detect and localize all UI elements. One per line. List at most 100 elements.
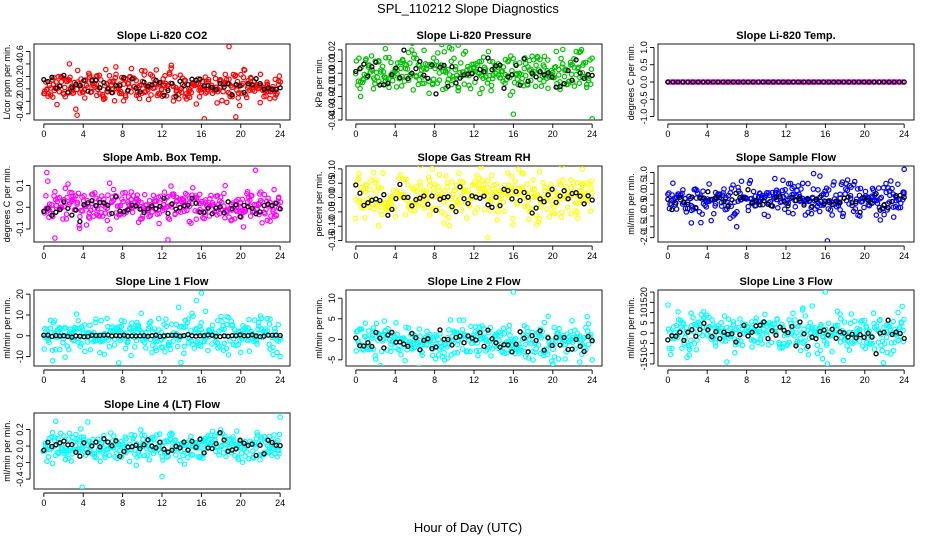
- summary-point: [365, 73, 371, 79]
- data-point: [60, 433, 67, 439]
- x-tick-label: 4: [705, 129, 710, 139]
- summary-point: [389, 329, 395, 335]
- data-point: [225, 352, 232, 358]
- data-point: [847, 195, 854, 202]
- data-point: [875, 185, 882, 191]
- data-point: [425, 174, 432, 180]
- data-point: [153, 338, 160, 345]
- data-point: [66, 346, 72, 353]
- data-point: [189, 452, 196, 458]
- y-axis-label: ml/min per min.: [626, 297, 636, 359]
- data-point: [688, 310, 694, 317]
- summary-point: [477, 66, 483, 73]
- data-point: [745, 207, 752, 214]
- summary-point: [153, 77, 159, 84]
- y-tick-label: 0.0: [15, 440, 25, 453]
- data-point: [444, 179, 451, 186]
- data-point: [55, 73, 62, 80]
- summary-point: [185, 202, 191, 208]
- data-point: [759, 341, 765, 347]
- data-point: [144, 452, 151, 458]
- data-point: [693, 346, 700, 353]
- data-point: [588, 66, 595, 73]
- outlier-point: [822, 290, 829, 295]
- data-point: [829, 212, 836, 218]
- y-tick-label: 0.10: [327, 160, 337, 178]
- data-point: [244, 188, 251, 195]
- data-point: [74, 67, 81, 74]
- data-point: [456, 170, 463, 177]
- summary-point: [565, 196, 571, 202]
- y-axis: -0.04-0.03-0.02-0.010.000.010.02: [327, 41, 343, 130]
- data-point: [409, 44, 415, 46]
- data-point: [411, 51, 418, 58]
- data-point: [93, 454, 99, 461]
- data-point: [842, 337, 849, 343]
- outlier-point: [901, 166, 908, 173]
- summary-point: [477, 330, 483, 336]
- y-axis: -0.15-0.10-0.050.000.050.10: [327, 160, 343, 251]
- data-point: [188, 220, 194, 226]
- data-point: [877, 217, 884, 223]
- data-point: [883, 180, 889, 187]
- data-point: [372, 352, 379, 359]
- x-tick-label: 4: [81, 129, 86, 139]
- summary-point: [585, 71, 591, 78]
- data-point: [688, 337, 694, 344]
- summary-point: [53, 209, 59, 215]
- data-point: [129, 320, 135, 327]
- summary-point: [153, 205, 159, 212]
- data-point: [709, 317, 716, 324]
- data-point: [501, 330, 508, 337]
- data-point: [447, 317, 454, 323]
- data-point: [717, 191, 723, 198]
- data-point: [518, 347, 525, 354]
- summary-point: [761, 319, 767, 325]
- summary-point: [533, 74, 539, 80]
- data-point: [373, 320, 380, 327]
- data-point: [152, 345, 159, 351]
- data-point: [75, 190, 82, 197]
- data-point: [721, 331, 728, 338]
- summary-point: [61, 72, 67, 79]
- data-point: [80, 434, 87, 440]
- summary-point: [557, 342, 563, 348]
- data-point: [208, 82, 215, 89]
- data-point: [436, 187, 442, 194]
- x-tick-label: 4: [393, 129, 398, 139]
- data-point: [205, 433, 211, 439]
- summary-point: [581, 201, 587, 207]
- data-point: [718, 325, 725, 332]
- data-point: [783, 192, 789, 198]
- summary-point: [353, 68, 359, 75]
- data-point: [98, 317, 105, 324]
- summary-point: [709, 333, 715, 340]
- x-axis: 0 4 8 12 16 20 24: [665, 245, 909, 261]
- summary-point: [561, 188, 567, 194]
- outlier-point: [484, 234, 491, 241]
- data-point: [235, 95, 242, 101]
- summary-point: [209, 445, 215, 452]
- data-point: [880, 185, 887, 191]
- data-point: [782, 186, 789, 193]
- data-point: [139, 67, 145, 74]
- data-point: [242, 324, 249, 331]
- data-point: [113, 64, 119, 70]
- summary-point: [149, 203, 155, 209]
- x-tick-label: 12: [469, 129, 479, 139]
- data-point: [112, 75, 119, 81]
- summary-point: [901, 335, 907, 342]
- data-point: [172, 211, 178, 218]
- data-point: [92, 190, 98, 196]
- summary-point: [521, 189, 527, 196]
- data-point: [405, 182, 411, 188]
- summary-point: [573, 336, 579, 343]
- y-axis-label: ml/min per min.: [626, 173, 636, 235]
- data-point: [82, 95, 88, 101]
- data-point: [264, 198, 270, 205]
- summary-point: [457, 184, 463, 190]
- summary-point: [741, 322, 747, 329]
- data-point: [558, 214, 565, 220]
